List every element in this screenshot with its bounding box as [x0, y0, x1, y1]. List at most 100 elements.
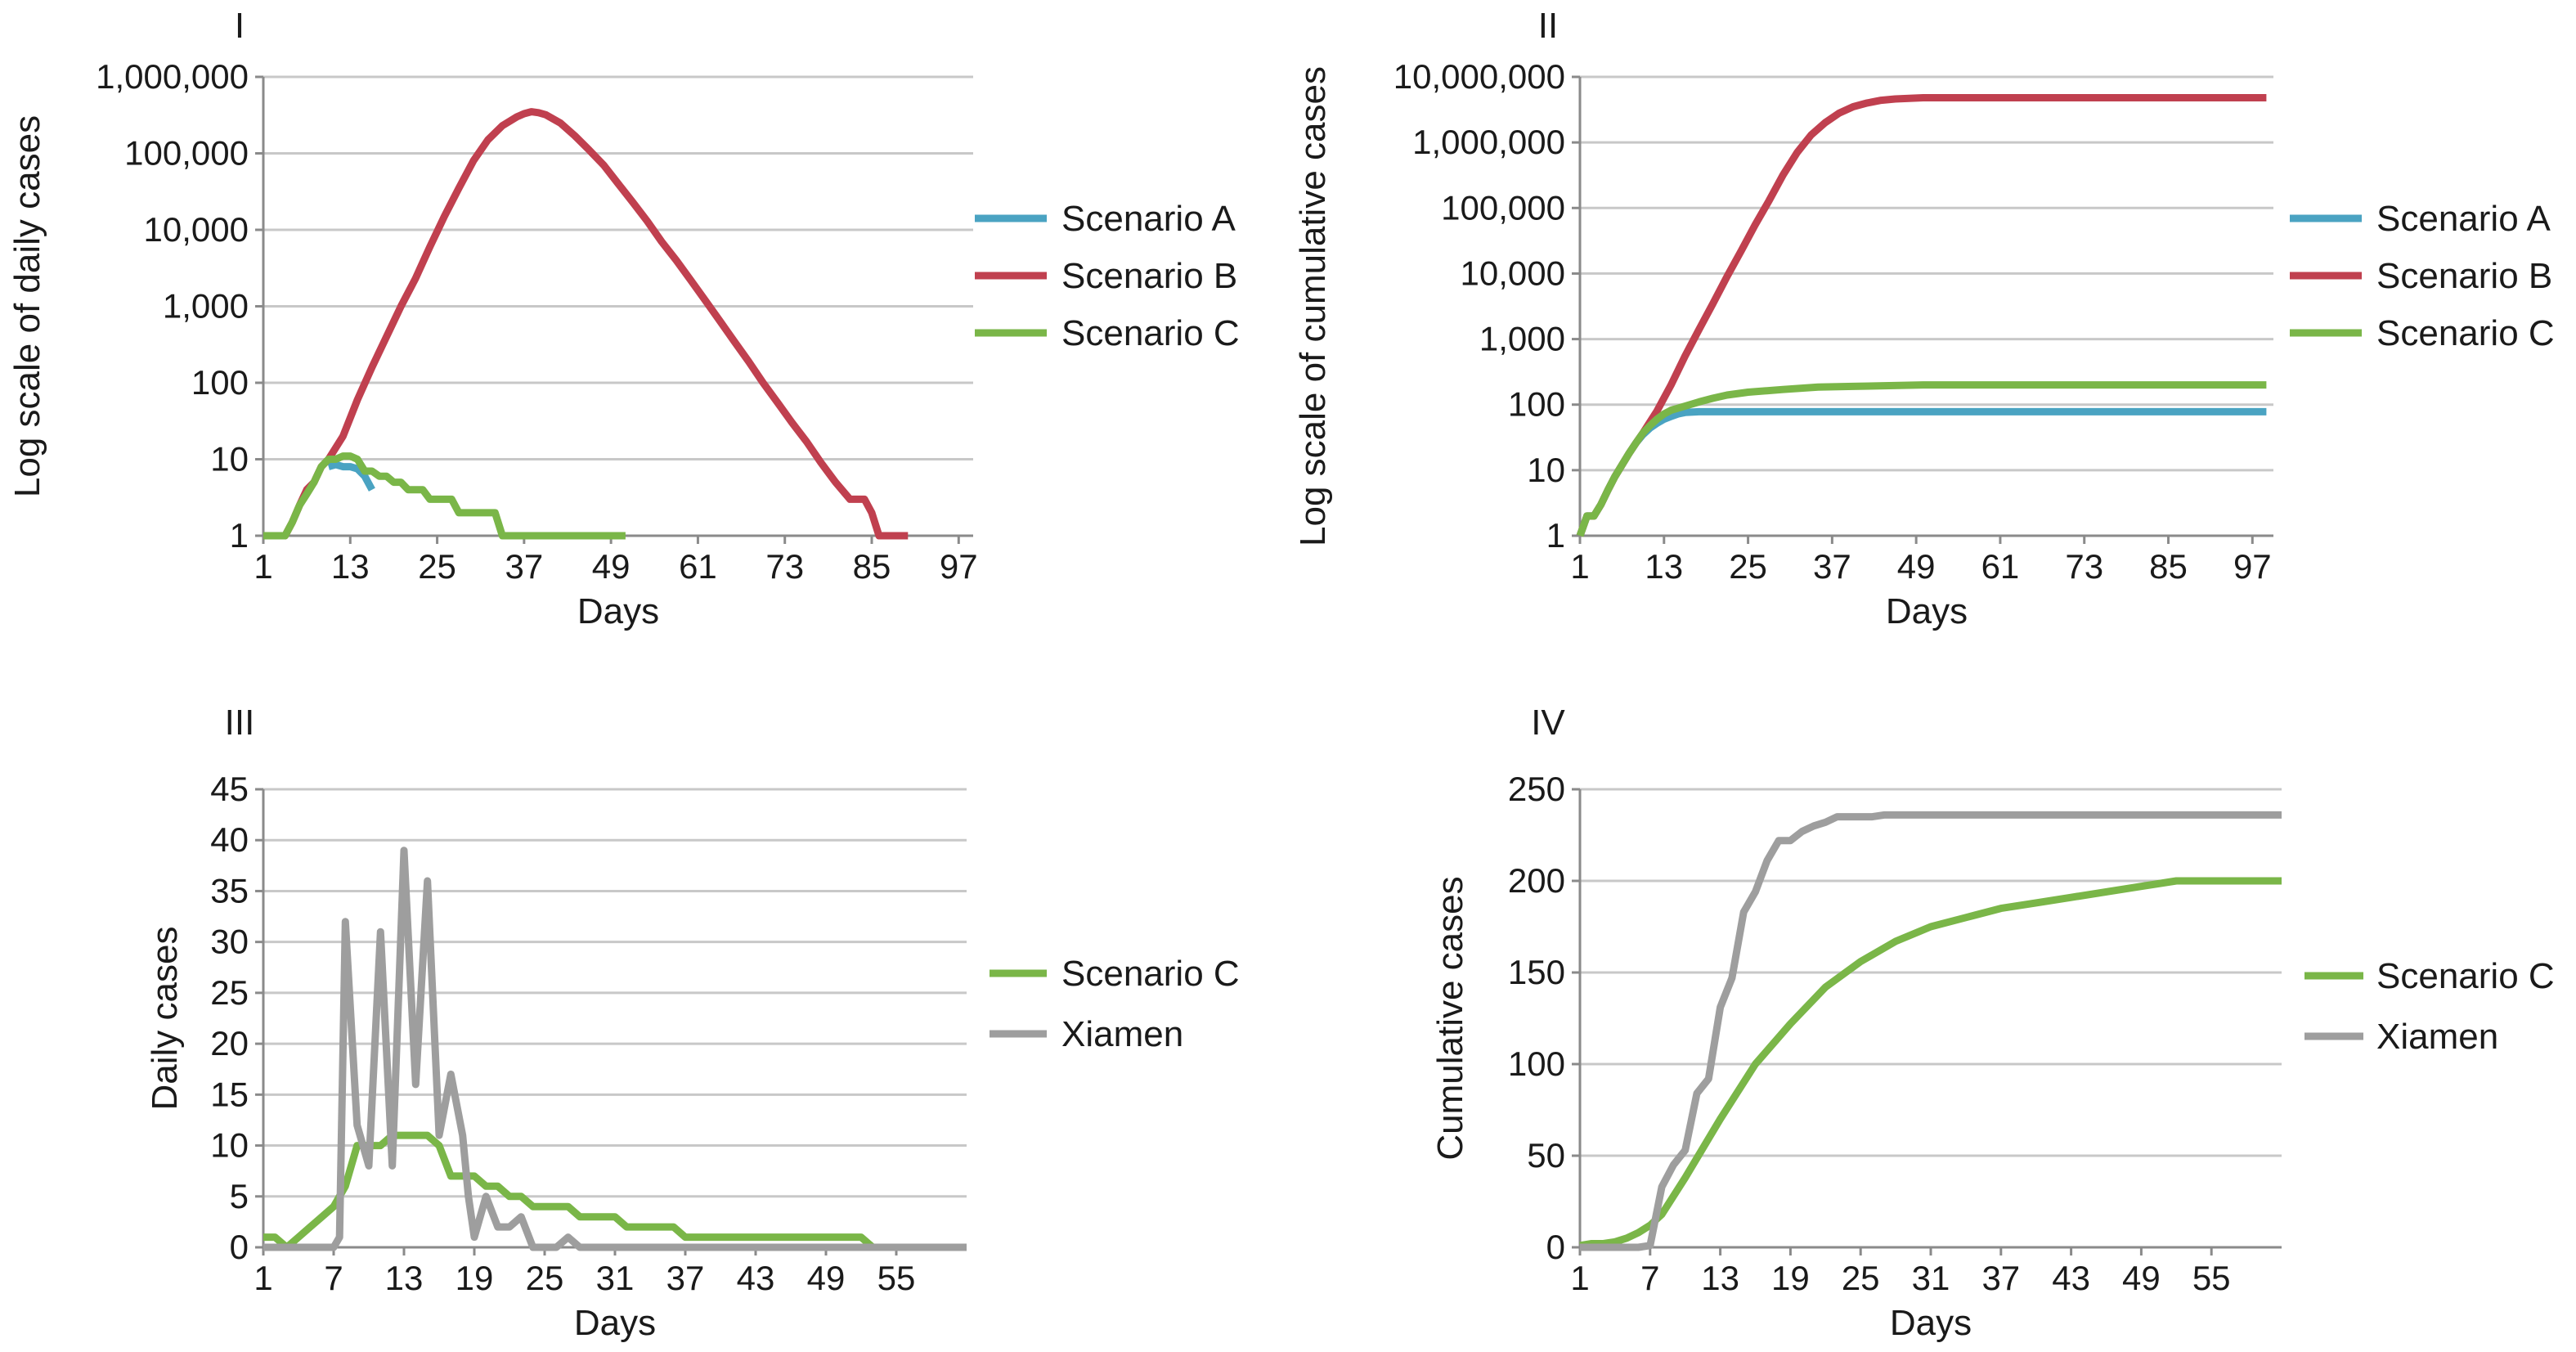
y-tick-label: 5 — [230, 1177, 249, 1215]
x-tick-label: 7 — [324, 1259, 343, 1297]
y-axis-title: Cumulative cases — [1430, 876, 1470, 1160]
series-line-scenario-a — [327, 460, 375, 492]
x-tick-label: 73 — [2065, 547, 2103, 586]
y-tick-label: 30 — [210, 923, 249, 961]
y-tick-label: 10 — [210, 440, 249, 478]
y-tick-label: 250 — [1508, 770, 1565, 808]
x-tick-label: 7 — [1640, 1259, 1659, 1297]
y-tick-label: 40 — [210, 820, 249, 859]
series-line-scenario-c — [1579, 877, 2282, 1250]
y-tick-label: 200 — [1508, 861, 1565, 900]
x-tick-label: 13 — [385, 1259, 424, 1297]
y-tick-label: 0 — [230, 1228, 249, 1266]
panel-label: II — [1538, 6, 1558, 46]
chart-panel-ii: 1 10 100 1,000 10,000 100,000 1,000,000 10,000,… — [1293, 6, 2555, 631]
legend-label-scenario-a: Scenario A — [1061, 199, 1236, 239]
x-tick-label: 49 — [1897, 547, 1936, 586]
x-axis-title: Days — [574, 1303, 656, 1343]
x-tick-label: 61 — [679, 547, 717, 586]
legend-label-scenario-c: Scenario C — [2376, 313, 2555, 353]
x-tick-label: 31 — [596, 1259, 635, 1297]
panel-label: IV — [1531, 703, 1565, 743]
x-tick-label: 25 — [418, 547, 456, 586]
x-tick-label: 85 — [853, 547, 891, 586]
x-tick-label: 97 — [2233, 547, 2272, 586]
y-axis-title: Log scale of cumulative cases — [1293, 66, 1333, 546]
y-tick-label: 10 — [210, 1126, 249, 1165]
x-tick-label: 13 — [331, 547, 370, 586]
series-line-scenario-a — [1576, 407, 2267, 537]
y-axis-title: Daily cases — [145, 927, 185, 1111]
y-tick-label: 100 — [1508, 385, 1565, 424]
y-axis-title: Log scale of daily cases — [7, 115, 47, 497]
x-tick-label: 1 — [254, 547, 272, 586]
x-tick-label: 43 — [737, 1259, 775, 1297]
x-axis-title: Days — [577, 591, 659, 631]
series-line-xiamen — [1580, 811, 2282, 1251]
x-tick-label: 25 — [1729, 547, 1767, 586]
y-tick-label: 1,000,000 — [96, 57, 249, 96]
y-tick-label: 100,000 — [124, 134, 249, 173]
legend-label-scenario-b: Scenario B — [2376, 256, 2552, 296]
legend-label-scenario-c: Scenario C — [1061, 313, 1240, 353]
y-tick-label: 15 — [210, 1075, 249, 1113]
chart-panel-iii: 0 5 10 15 20 25 30 35 40 45 1 7 13 19 25 31 37 43 49 55 Days… — [145, 703, 1240, 1343]
x-tick-label: 13 — [1701, 1259, 1739, 1297]
x-tick-label: 1 — [1570, 547, 1589, 586]
x-tick-label: 1 — [254, 1259, 272, 1297]
chart-panel-iv: 0 50 100 150 200 250 1 7 13 19 25 31 37 43 49 55 Days Cum… — [1430, 703, 2555, 1343]
y-tick-label: 50 — [1527, 1136, 1565, 1175]
series-line-xiamen — [263, 847, 967, 1251]
legend-label-scenario-a: Scenario A — [2376, 199, 2551, 239]
y-tick-label: 10,000 — [1461, 254, 1565, 292]
series-line-scenario-b — [263, 108, 909, 540]
y-tick-label: 1,000 — [1479, 320, 1565, 358]
x-tick-label: 43 — [2052, 1259, 2090, 1297]
y-tick-label: 100,000 — [1441, 188, 1565, 227]
y-tick-label: 1 — [230, 516, 249, 555]
y-tick-label: 1 — [1546, 516, 1565, 555]
x-tick-label: 49 — [807, 1259, 846, 1297]
x-tick-label: 49 — [2122, 1259, 2161, 1297]
x-tick-label: 55 — [877, 1259, 916, 1297]
y-tick-label: 1,000 — [163, 287, 249, 326]
y-tick-label: 100 — [1508, 1044, 1565, 1083]
x-tick-label: 31 — [1912, 1259, 1950, 1297]
x-tick-label: 1 — [1570, 1259, 1589, 1297]
x-tick-label: 13 — [1645, 547, 1683, 586]
x-tick-label: 37 — [666, 1259, 705, 1297]
y-tick-label: 10 — [1527, 451, 1565, 489]
chart-panel-i: 1 10 100 1,000 10,000 100,000 1,000,000 1 13 25 37… — [7, 6, 1240, 631]
y-tick-label: 1,000,000 — [1412, 123, 1565, 161]
x-tick-label: 73 — [765, 547, 804, 586]
x-tick-label: 25 — [1842, 1259, 1880, 1297]
legend-label-scenario-b: Scenario B — [1061, 256, 1237, 296]
y-tick-label: 0 — [1546, 1228, 1565, 1266]
y-tick-label: 20 — [210, 1024, 249, 1062]
legend-label-xiamen: Xiamen — [1061, 1014, 1183, 1054]
series-line-scenario-c — [1576, 381, 2267, 537]
y-tick-label: 25 — [210, 973, 249, 1012]
series-line-scenario-c — [263, 452, 626, 540]
panel-label: I — [235, 6, 245, 46]
y-tick-label: 100 — [191, 363, 249, 402]
x-tick-label: 19 — [456, 1259, 494, 1297]
x-tick-label: 55 — [2192, 1259, 2231, 1297]
x-tick-label: 37 — [1813, 547, 1851, 586]
x-tick-label: 85 — [2149, 547, 2188, 586]
legend-label-scenario-c: Scenario C — [2376, 956, 2555, 996]
x-axis-title: Days — [1886, 591, 1968, 631]
x-tick-label: 37 — [505, 547, 543, 586]
y-tick-label: 35 — [210, 871, 249, 910]
legend-label-scenario-c: Scenario C — [1061, 954, 1240, 994]
y-tick-label: 10,000 — [144, 210, 249, 249]
y-tick-label: 150 — [1508, 953, 1565, 991]
x-tick-label: 97 — [940, 547, 978, 586]
x-tick-label: 61 — [1981, 547, 2020, 586]
x-tick-label: 25 — [526, 1259, 564, 1297]
x-axis-title: Days — [1890, 1303, 1972, 1343]
x-tick-label: 37 — [1981, 1259, 2020, 1297]
panel-label: III — [225, 703, 255, 743]
legend-label-xiamen: Xiamen — [2376, 1017, 2498, 1057]
